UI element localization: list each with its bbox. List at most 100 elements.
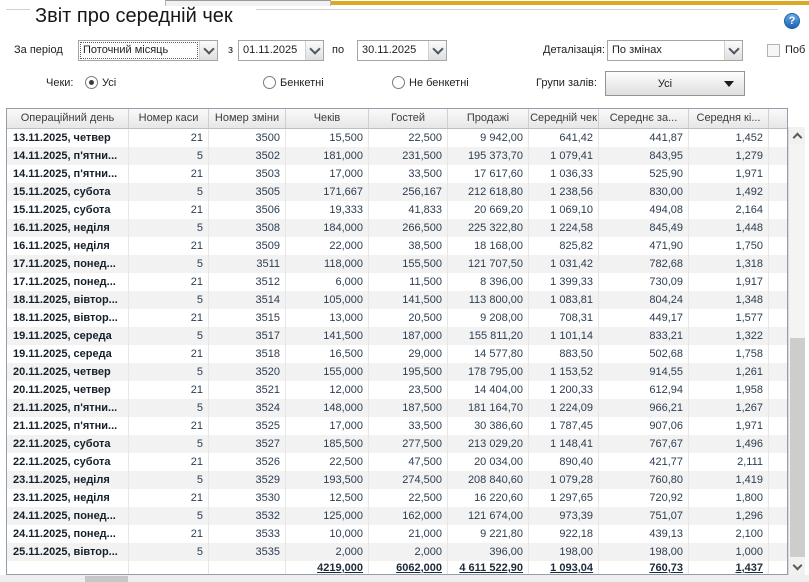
table-row[interactable]: 22.11.2025, субота 21 3526 22,500 47,500 20 0… — [7, 453, 787, 471]
column-header[interactable]: Середня кі... — [689, 109, 769, 128]
table-row[interactable]: 20.11.2025, четвер 21 3521 12,000 23,500 14 4… — [7, 381, 787, 399]
cell-value: 5 — [129, 183, 209, 201]
table-row[interactable]: 17.11.2025, понед... 5 3511 118,000 155,500 1… — [7, 255, 787, 273]
cell-value: 21 — [129, 489, 209, 507]
table-row[interactable]: 15.11.2025, субота 21 3506 19,333 41,833 20 6… — [7, 201, 787, 219]
chevron-down-icon[interactable] — [724, 41, 742, 60]
table-row[interactable]: 22.11.2025, субота 5 3527 185,500 277,500 213… — [7, 435, 787, 453]
table-row[interactable]: 19.11.2025, середа 5 3517 141,500 187,000 155… — [7, 327, 787, 345]
table-row[interactable]: 14.11.2025, п'ятни... 5 3502 181,000 231,500… — [7, 147, 787, 165]
table-row[interactable]: 24.11.2025, понед... 5 3532 125,000 162,000 1… — [7, 507, 787, 525]
cell-value: 5 — [129, 543, 209, 561]
cell-value: 3530 — [209, 489, 286, 507]
cell-value: 184,000 — [286, 219, 369, 237]
column-header[interactable]: Середній чек — [529, 109, 599, 128]
table-row[interactable]: 15.11.2025, субота 5 3505 171,667 256,167 212… — [7, 183, 787, 201]
cell-value: 966,21 — [599, 399, 689, 417]
table-row[interactable]: 14.11.2025, п'ятни... 21 3503 17,000 33,500 1… — [7, 165, 787, 183]
chevron-down-icon[interactable] — [199, 41, 217, 60]
column-header[interactable]: Номер каси — [129, 109, 209, 128]
cell-value: 21,000 — [369, 525, 448, 543]
chevron-down-icon[interactable] — [305, 41, 323, 60]
column-header[interactable]: Середнє за... — [599, 109, 689, 128]
cell-value: 17,000 — [286, 165, 369, 183]
period-select[interactable]: Поточний місяць — [78, 40, 218, 61]
cell-value: 19,333 — [286, 201, 369, 219]
cell-value: 118,000 — [286, 255, 369, 273]
cell-value: 2,000 — [369, 543, 448, 561]
cell-value: 21 — [129, 201, 209, 219]
help-icon[interactable]: ? — [784, 13, 800, 29]
table-row[interactable]: 25.11.2025, вівтор... 5 3535 2,000 2,000 396,… — [7, 543, 787, 561]
cell-value: 1 079,41 — [529, 147, 599, 165]
cell-value: 22,500 — [369, 129, 448, 147]
cell-value: 1 069,10 — [529, 201, 599, 219]
cell-value: 2,164 — [689, 201, 769, 219]
grid-body: 13.11.2025, четвер 21 3500 15,500 22,500 9 94… — [7, 129, 787, 574]
cell-value: 198,00 — [599, 543, 689, 561]
table-row[interactable]: 18.11.2025, вівтор... 21 3515 13,000 20,500 9… — [7, 309, 787, 327]
cell-value: 8 396,00 — [448, 273, 529, 291]
scroll-up-button[interactable] — [789, 127, 805, 144]
cell-value: 121 707,50 — [448, 255, 529, 273]
table-row[interactable]: 13.11.2025, четвер 21 3500 15,500 22,500 9 94… — [7, 129, 787, 147]
table-row[interactable]: 23.11.2025, неділя 5 3529 193,500 274,500 208… — [7, 471, 787, 489]
cell-value: 1,577 — [689, 309, 769, 327]
dropdown-arrow-icon — [724, 80, 734, 87]
chevron-up-icon — [792, 132, 802, 142]
cell-value: 825,82 — [529, 237, 599, 255]
column-header[interactable]: Гостей — [369, 109, 448, 128]
date-to-select[interactable]: 30.11.2025 — [357, 40, 447, 61]
cell-value: 3512 — [209, 273, 286, 291]
cell-operational-day: 16.11.2025, неділя — [7, 219, 129, 237]
vertical-scrollbar-thumb[interactable] — [790, 338, 805, 557]
groupbox-line-left — [6, 9, 30, 10]
horizontal-scrollbar[interactable] — [0, 575, 809, 582]
cell-operational-day: 22.11.2025, субота — [7, 435, 129, 453]
cell-value: 9 208,00 — [448, 309, 529, 327]
column-header[interactable]: Чеків — [286, 109, 369, 128]
cell-value: 1,279 — [689, 147, 769, 165]
build-checkbox[interactable] — [767, 44, 780, 57]
cell-value: 922,18 — [529, 525, 599, 543]
cell-operational-day: 23.11.2025, неділя — [7, 471, 129, 489]
cell-value: 1 148,41 — [529, 435, 599, 453]
column-header[interactable]: Операційний день — [7, 109, 129, 128]
table-row[interactable]: 18.11.2025, вівтор... 5 3514 105,000 141,500… — [7, 291, 787, 309]
cell-value: 1,758 — [689, 345, 769, 363]
cell-value: 1 093,04 — [529, 561, 599, 574]
cell-value: 17 617,60 — [448, 165, 529, 183]
cell-value: 47,500 — [369, 453, 448, 471]
table-row[interactable]: 19.11.2025, середа 21 3518 16,500 29,000 14 5… — [7, 345, 787, 363]
cell-operational-day: 24.11.2025, понед... — [7, 507, 129, 525]
cell-value: 1,318 — [689, 255, 769, 273]
date-from-select[interactable]: 01.11.2025 — [238, 40, 324, 61]
table-row[interactable]: 23.11.2025, неділя 21 3530 12,500 22,500 16 2… — [7, 489, 787, 507]
chevron-down-icon[interactable] — [428, 41, 446, 60]
horizontal-scrollbar-thumb[interactable] — [85, 576, 128, 582]
cell-value: 1 036,33 — [529, 165, 599, 183]
table-row[interactable]: 16.11.2025, неділя 5 3508 184,000 266,500 225… — [7, 219, 787, 237]
column-header[interactable]: Продажі — [448, 109, 529, 128]
cell-value: 3500 — [209, 129, 286, 147]
table-row[interactable]: 16.11.2025, неділя 21 3509 22,000 38,500 18 1… — [7, 237, 787, 255]
vertical-scrollbar[interactable] — [788, 127, 805, 575]
table-row[interactable]: 17.11.2025, понед... 21 3512 6,000 11,500 8 3… — [7, 273, 787, 291]
cell-value: 12,500 — [286, 489, 369, 507]
cell-value: 890,40 — [529, 453, 599, 471]
cell-value: 1 238,56 — [529, 183, 599, 201]
table-row[interactable]: 21.11.2025, п'ятни... 21 3525 17,000 33,500 3… — [7, 417, 787, 435]
cell-value: 3514 — [209, 291, 286, 309]
cell-value: 20 034,00 — [448, 453, 529, 471]
table-row[interactable]: 21.11.2025, п'ятни... 5 3524 148,000 187,500… — [7, 399, 787, 417]
column-header[interactable]: Номер зміни — [209, 109, 286, 128]
table-row[interactable]: 24.11.2025, понед... 21 3533 10,000 21,000 9 … — [7, 525, 787, 543]
table-row[interactable]: 20.11.2025, четвер 5 3520 155,000 195,500 178… — [7, 363, 787, 381]
cell-value: 641,42 — [529, 129, 599, 147]
scroll-down-button[interactable] — [789, 558, 805, 575]
detail-select[interactable]: По змінах — [607, 40, 743, 61]
cell-value: 883,50 — [529, 345, 599, 363]
hall-groups-dropdown[interactable]: Усі — [605, 71, 745, 96]
cell-value: 3517 — [209, 327, 286, 345]
totals-row[interactable]: 4219,000 6062,000 4 611 522,90 1 093,04 760,… — [7, 561, 787, 574]
